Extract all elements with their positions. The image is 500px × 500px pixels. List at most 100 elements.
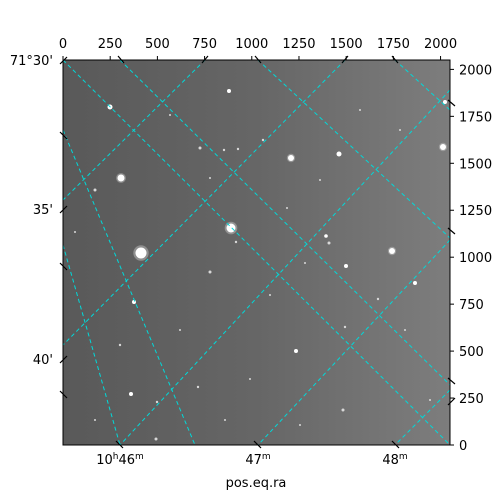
star	[117, 174, 125, 182]
ra-tick-mark	[341, 55, 349, 64]
star	[261, 138, 265, 142]
dec-tick-label: 40'	[33, 353, 53, 368]
star	[319, 179, 321, 181]
star	[198, 146, 202, 150]
grid-line	[63, 60, 346, 346]
ra-tick-mark	[447, 397, 456, 406]
top-tick-label: 0	[59, 37, 67, 52]
grid-line	[119, 60, 450, 386]
ra-tick-mark	[447, 377, 456, 385]
star	[222, 148, 226, 152]
star	[341, 408, 345, 412]
star	[94, 419, 96, 421]
right-tick-label: 250	[459, 392, 484, 407]
grid-line	[119, 89, 450, 445]
ra-tick-mark	[254, 55, 262, 64]
star	[343, 325, 347, 329]
grid-line	[257, 60, 450, 239]
ra-tick-mark	[447, 99, 456, 107]
top-pixel-axis: 0 250 500 750 1000 1250 1500 1750 2000	[59, 37, 457, 60]
ra-tick-mark	[391, 55, 399, 64]
right-tick-label: 1000	[459, 251, 492, 266]
dec-tick-label: 71°30'	[10, 54, 53, 69]
ra-tick-mark	[201, 55, 209, 64]
star	[208, 270, 212, 274]
top-tick-label: 250	[98, 37, 123, 52]
dec-tick-mark	[59, 56, 68, 65]
star	[413, 281, 417, 285]
grid-line	[394, 389, 450, 445]
top-tick-label: 500	[145, 37, 170, 52]
top-tick-label: 1250	[282, 37, 315, 52]
top-tick-label: 1000	[235, 37, 268, 52]
star	[135, 247, 147, 259]
top-tick-label: 750	[192, 37, 217, 52]
dec-tick-mark	[59, 390, 68, 399]
star	[299, 424, 301, 426]
ra-tick-label: 47m	[245, 452, 270, 468]
coordinate-grid	[63, 60, 450, 445]
ra-tick-mark	[253, 440, 262, 449]
star	[404, 329, 406, 331]
star	[440, 144, 446, 150]
right-tick-label: 1250	[459, 204, 492, 219]
grid-line	[63, 129, 196, 445]
star	[249, 378, 251, 380]
star	[294, 349, 298, 353]
top-tick-label: 1500	[330, 37, 363, 52]
right-tick-label: 1500	[459, 157, 492, 172]
star	[443, 100, 447, 104]
star	[196, 385, 200, 389]
dec-tick-mark	[59, 205, 68, 214]
star	[154, 437, 158, 441]
ra-tick-mark	[115, 440, 124, 449]
star	[209, 177, 211, 179]
star	[286, 207, 288, 209]
star	[74, 231, 76, 233]
star	[288, 155, 294, 161]
dec-tick-label: 35'	[33, 203, 53, 218]
dec-tick-mark	[59, 131, 68, 140]
star	[344, 264, 348, 268]
ra-tick-mark	[117, 55, 125, 64]
right-tick-label: 2000	[459, 63, 492, 78]
ra-tick-mark	[391, 440, 400, 449]
star	[155, 400, 159, 404]
star	[169, 114, 171, 116]
grid-line	[257, 239, 450, 445]
plot-frame	[62, 59, 451, 446]
right-tick-label: 1750	[459, 110, 492, 125]
star	[324, 234, 328, 238]
dec-tick-mark	[59, 355, 68, 364]
ra-tick-mark	[447, 227, 456, 235]
star	[227, 89, 231, 93]
star	[399, 129, 401, 131]
grid-line	[63, 60, 206, 201]
star	[226, 223, 236, 233]
star	[327, 241, 331, 245]
star	[234, 240, 238, 244]
star	[376, 297, 380, 301]
ra-tick-label: 10h46m	[96, 452, 144, 468]
star	[429, 399, 431, 401]
top-tick-label: 1750	[377, 37, 410, 52]
wcs-tick-marks	[59, 55, 456, 449]
top-tick-label: 2000	[424, 37, 457, 52]
star	[129, 392, 133, 396]
star	[93, 188, 97, 192]
ra-axis-title: pos.eq.ra	[226, 476, 287, 491]
star	[304, 262, 306, 264]
ra-tick-label: 48m	[382, 452, 407, 468]
star	[269, 294, 271, 296]
star	[118, 343, 122, 347]
grid-line	[394, 60, 450, 111]
right-tick-label: 750	[459, 298, 484, 313]
right-pixel-axis: 0 250 500 750 1000 1250 1500 1750 2000	[450, 63, 492, 454]
right-tick-label: 0	[459, 439, 467, 454]
star	[179, 329, 181, 331]
star	[336, 151, 342, 157]
star	[224, 419, 226, 421]
sky-image	[63, 60, 450, 445]
star	[389, 248, 395, 254]
